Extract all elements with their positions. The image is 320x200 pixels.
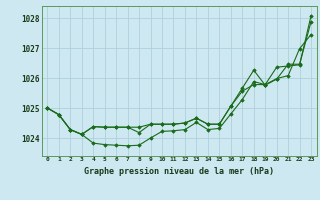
X-axis label: Graphe pression niveau de la mer (hPa): Graphe pression niveau de la mer (hPa) [84, 167, 274, 176]
